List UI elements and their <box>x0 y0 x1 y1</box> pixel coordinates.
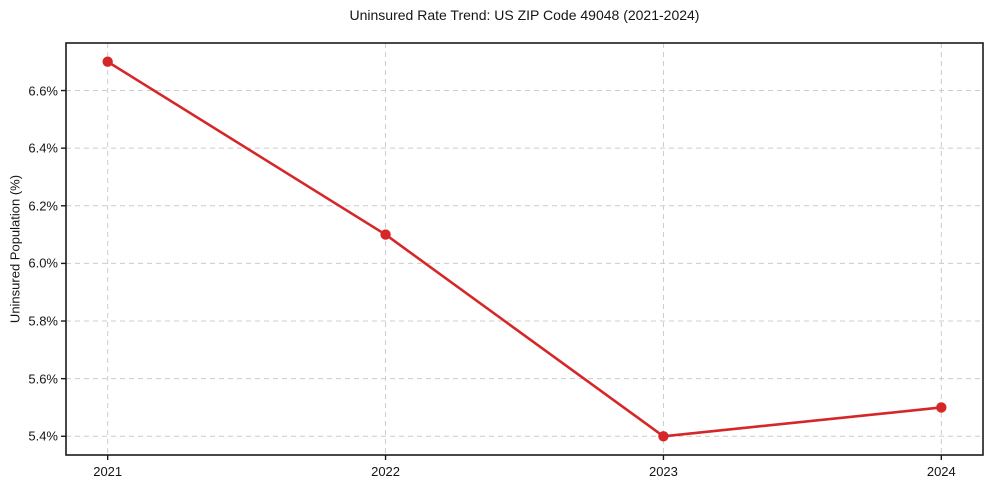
data-point <box>936 402 947 413</box>
trend-line <box>106 60 943 438</box>
y-tick-label: 5.6% <box>28 371 58 387</box>
y-tick-label: 5.4% <box>28 428 58 444</box>
y-tick-label: 5.8% <box>28 313 58 329</box>
y-tick-label: 6.0% <box>28 255 58 271</box>
x-tick-label: 2023 <box>648 464 678 479</box>
x-tick-label: 2021 <box>93 464 123 479</box>
axes-spine <box>65 42 984 456</box>
y-tick-label: 6.6% <box>28 83 58 99</box>
y-tick-label: 6.4% <box>28 140 58 156</box>
data-point <box>658 431 669 442</box>
data-point <box>380 229 391 240</box>
x-tick-label: 2022 <box>371 464 401 479</box>
y-tick-label: 6.2% <box>28 198 58 214</box>
x-tick-label: 2024 <box>926 464 956 479</box>
chart-title: Uninsured Rate Trend: US ZIP Code 49048 … <box>349 7 700 23</box>
data-point <box>102 56 113 67</box>
